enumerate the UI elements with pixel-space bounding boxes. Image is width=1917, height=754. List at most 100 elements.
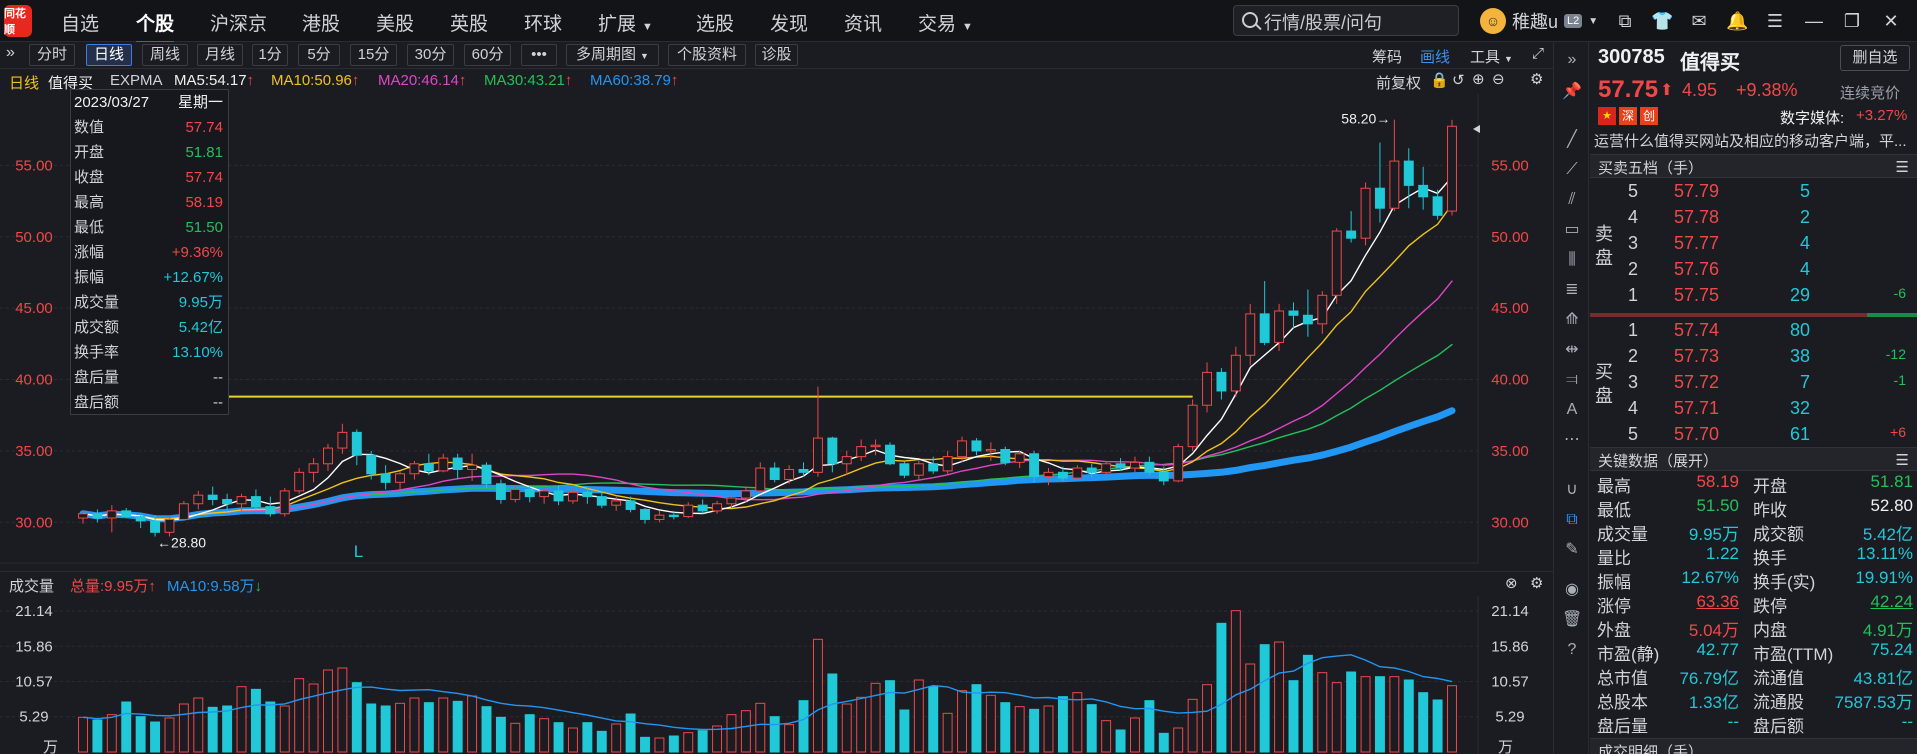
- candle[interactable]: [78, 510, 88, 524]
- volume-bar[interactable]: [1043, 705, 1054, 753]
- volume-bar[interactable]: [395, 702, 405, 753]
- volume-bar[interactable]: [567, 727, 578, 753]
- candle[interactable]: [913, 460, 924, 480]
- tab-daily[interactable]: 日线: [86, 44, 132, 66]
- candle[interactable]: [553, 485, 564, 506]
- volume-bar[interactable]: [899, 709, 910, 753]
- tab-monthly[interactable]: 月线: [197, 44, 243, 66]
- volume-bar[interactable]: [928, 686, 939, 753]
- candle[interactable]: [1000, 446, 1011, 466]
- settings-icon[interactable]: ⚙: [1530, 71, 1544, 88]
- candle[interactable]: [222, 493, 233, 513]
- candle[interactable]: [308, 458, 319, 483]
- candle[interactable]: [1274, 303, 1285, 351]
- candle[interactable]: [467, 453, 478, 481]
- candle[interactable]: [985, 442, 996, 461]
- candle[interactable]: [1187, 399, 1198, 451]
- menu-icon[interactable]: ☰: [1766, 11, 1784, 31]
- nav-hs-market[interactable]: 沪深京: [210, 14, 268, 35]
- candle[interactable]: [150, 515, 161, 537]
- volume-bar[interactable]: [1057, 696, 1068, 753]
- expand-sidebar-icon[interactable]: »: [6, 44, 15, 61]
- volume-bar[interactable]: [207, 706, 218, 753]
- candle[interactable]: [1202, 362, 1212, 413]
- multi-period-dropdown[interactable]: 多周期图 ▼: [566, 44, 659, 66]
- orderbook-row[interactable]: 3 57.77 4: [1590, 231, 1917, 257]
- volume-bar[interactable]: [1187, 698, 1198, 753]
- orderbook-row[interactable]: 4 57.78 2: [1590, 205, 1917, 231]
- annotate-icon[interactable]: A: [1566, 401, 1578, 418]
- candle[interactable]: [668, 510, 679, 520]
- volume-bar[interactable]: [524, 714, 535, 753]
- candle[interactable]: [495, 479, 506, 504]
- volume-bar[interactable]: [193, 697, 204, 753]
- candle[interactable]: [1144, 456, 1155, 476]
- volume-bar[interactable]: [1202, 684, 1212, 753]
- nav-stock[interactable]: 个股: [136, 9, 175, 44]
- candle[interactable]: [798, 462, 809, 477]
- volume-bar[interactable]: [582, 722, 593, 753]
- candle[interactable]: [323, 443, 333, 471]
- segment-tool-icon[interactable]: ⟋: [1566, 161, 1578, 178]
- diagnose-button[interactable]: 诊股: [755, 44, 798, 66]
- settings-icon[interactable]: ⚙: [1530, 575, 1544, 592]
- tab-5min[interactable]: 5分: [298, 44, 340, 66]
- candle[interactable]: [193, 490, 204, 510]
- menu-icon[interactable]: ☰: [1895, 452, 1909, 469]
- volume-bar[interactable]: [1230, 610, 1241, 753]
- trash-icon[interactable]: 🗑: [1562, 611, 1583, 628]
- volume-bar[interactable]: [712, 725, 723, 753]
- volume-bar[interactable]: [135, 716, 146, 753]
- nav-watchlist[interactable]: 自选: [61, 14, 100, 35]
- volume-bar[interactable]: [1216, 622, 1227, 753]
- candle[interactable]: [1101, 460, 1112, 476]
- candle[interactable]: [1302, 289, 1313, 337]
- tools-dropdown[interactable]: 工具 ▼: [1470, 46, 1513, 67]
- candle[interactable]: [1086, 463, 1097, 477]
- layout-icon[interactable]: ⧉: [1618, 11, 1632, 31]
- volume-bar[interactable]: [92, 719, 103, 753]
- bell-icon[interactable]: 🔔: [1726, 11, 1749, 31]
- eye-icon[interactable]: ◉: [1565, 581, 1579, 598]
- candle[interactable]: [841, 450, 852, 476]
- volume-bar[interactable]: [841, 703, 852, 753]
- candle[interactable]: [1130, 456, 1140, 473]
- volume-bar[interactable]: [798, 700, 809, 753]
- lock-icon[interactable]: 🔒: [1430, 72, 1449, 89]
- candle[interactable]: [1259, 281, 1270, 346]
- edit-icon[interactable]: ✎: [1565, 541, 1579, 558]
- candle[interactable]: [812, 386, 823, 477]
- volume-bar[interactable]: [1115, 729, 1126, 753]
- orderbook-row[interactable]: 2 57.76 4: [1590, 257, 1917, 283]
- volume-bar[interactable]: [1072, 692, 1083, 753]
- candle[interactable]: [121, 508, 132, 519]
- volume-bar[interactable]: [654, 737, 665, 753]
- volume-bar[interactable]: [539, 718, 550, 753]
- volume-bar[interactable]: [78, 716, 88, 753]
- candle[interactable]: [1432, 189, 1443, 220]
- draw-line-button[interactable]: 画线: [1420, 49, 1451, 66]
- volume-bar[interactable]: [510, 722, 521, 753]
- volume-bar[interactable]: [784, 724, 795, 753]
- volume-bar[interactable]: [755, 702, 766, 753]
- nav-news[interactable]: 资讯: [844, 14, 883, 35]
- candle[interactable]: [957, 436, 968, 463]
- orderbook-row[interactable]: 5 57.79 5: [1590, 179, 1917, 205]
- candle[interactable]: [827, 436, 838, 473]
- channel-tool-icon[interactable]: ⫽: [1568, 191, 1576, 208]
- candle[interactable]: [337, 423, 348, 454]
- candle[interactable]: [784, 465, 795, 484]
- volume-bar[interactable]: [1086, 704, 1097, 753]
- volume-bar[interactable]: [812, 638, 823, 753]
- volume-bar[interactable]: [1101, 720, 1112, 753]
- volume-chart[interactable]: 21.14 21.14 15.86 15.86 10.57 10.57 5.29 5.29 万 万: [0, 596, 1560, 754]
- volume-bar[interactable]: [870, 682, 881, 753]
- candle[interactable]: [539, 486, 550, 504]
- candle[interactable]: [164, 516, 175, 537]
- candle[interactable]: [1216, 368, 1227, 400]
- candle[interactable]: [1317, 291, 1328, 334]
- chips-button[interactable]: 筹码: [1372, 49, 1403, 66]
- volume-bar[interactable]: [1317, 672, 1328, 753]
- candle[interactable]: [279, 488, 290, 517]
- candle[interactable]: [1173, 443, 1184, 483]
